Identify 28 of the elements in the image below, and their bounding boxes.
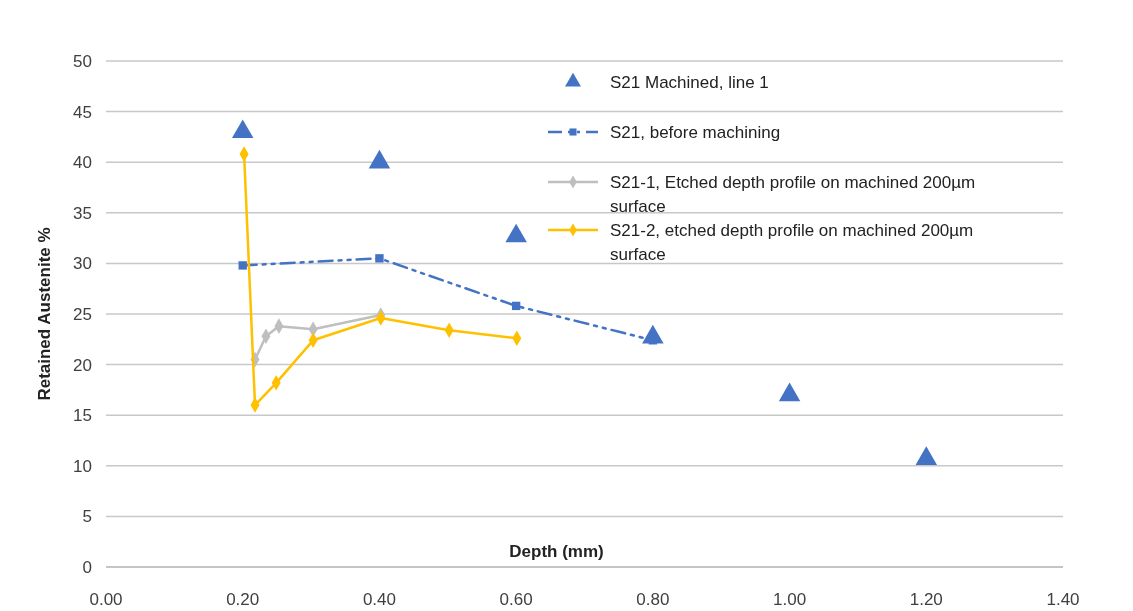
y-tick-label: 30 [73,254,92,274]
y-tick-label: 45 [73,102,92,122]
x-tick-label: 0.60 [499,590,533,609]
x-tick-label: 1.00 [773,590,807,609]
x-tick-label: 1.40 [1046,590,1080,609]
y-tick-label: 25 [73,304,92,324]
y-tick-label: 10 [73,456,92,476]
x-tick-label: 0.40 [362,590,396,609]
x-tick-label: 0.80 [636,590,670,609]
legend-label: S21-1, Etched depth profile on machined 200µm surface [610,172,976,216]
y-tick-label: 0 [82,557,92,577]
legend-label: S21 Machined, line 1 [610,72,769,92]
y-tick-label: 50 [73,51,92,71]
y-tick-label: 40 [73,153,92,173]
x-axis-title: Depth (mm) [509,542,604,561]
point [238,261,247,270]
x-tick-label: 1.20 [909,590,943,609]
y-tick-label: 5 [82,507,92,527]
y-tick-label: 35 [73,203,92,223]
legend-label: S21-2, etched depth profile on machined 200µm surface [610,220,974,264]
x-tick-label: 0.00 [89,590,123,609]
legend-label: S21, before machining [610,122,781,142]
point [375,254,384,263]
y-axis-title: Retained Austenite % [35,227,54,401]
y-tick-label: 20 [73,355,92,375]
x-tick-label: 0.20 [226,590,260,609]
y-tick-label: 15 [73,406,92,426]
point [511,301,521,311]
